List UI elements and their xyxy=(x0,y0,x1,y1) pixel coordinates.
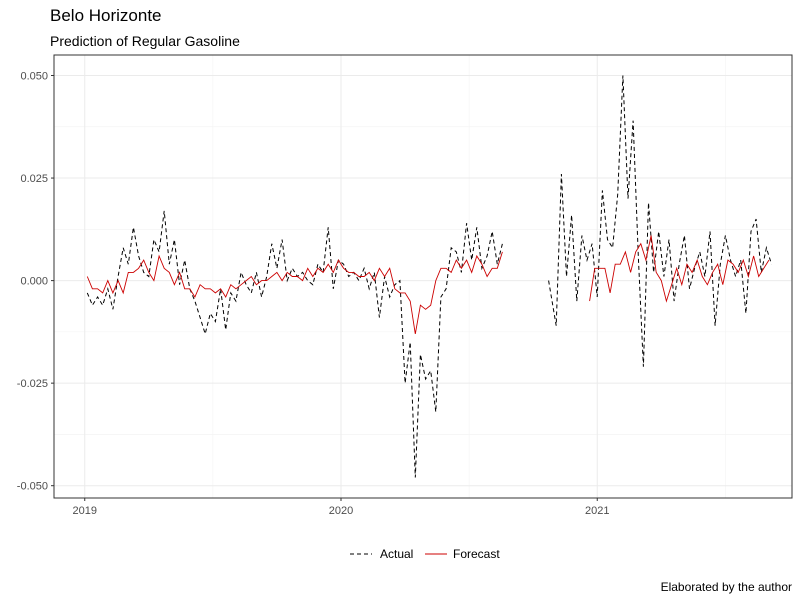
legend: Actual Forecast xyxy=(350,547,500,561)
y-tick-label: 0.050 xyxy=(20,71,48,83)
x-axis: 2019 2020 2021 xyxy=(73,498,609,517)
plot-panel xyxy=(53,54,793,499)
x-tick-label: 2021 xyxy=(585,505,609,517)
chart-title: Belo Horizonte xyxy=(50,6,162,25)
grid-major xyxy=(54,55,792,498)
chart-caption: Elaborated by the author xyxy=(660,580,792,594)
y-tick-label: -0.025 xyxy=(17,378,48,390)
legend-label-actual: Actual xyxy=(380,547,413,561)
y-tick-label: 0.000 xyxy=(20,276,48,288)
series-line-actual xyxy=(548,75,772,367)
series-line-forecast xyxy=(589,235,770,303)
x-tick-label: 2019 xyxy=(73,505,97,517)
y-tick-label: 0.025 xyxy=(20,173,48,185)
chart-subtitle: Prediction of Regular Gasoline xyxy=(50,33,240,49)
x-tick-label: 2020 xyxy=(329,505,353,517)
legend-label-forecast: Forecast xyxy=(453,547,500,561)
series-layer xyxy=(86,75,772,478)
plot-border xyxy=(53,54,793,499)
grid-minor xyxy=(54,55,792,498)
y-tick-label: -0.050 xyxy=(17,481,48,493)
series-line-forecast xyxy=(86,251,503,334)
y-axis: -0.050 -0.025 0.000 0.025 0.050 xyxy=(17,71,54,493)
